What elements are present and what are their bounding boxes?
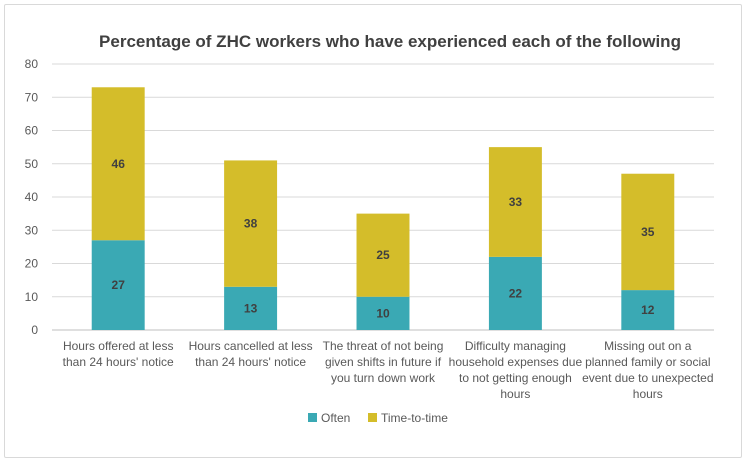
data-label: 35 bbox=[641, 225, 655, 239]
category-label: Missing out on a planned family or social… bbox=[582, 339, 713, 401]
category-label-line: given shifts in future if bbox=[325, 355, 442, 369]
y-tick-label: 80 bbox=[25, 57, 39, 71]
bar-segment bbox=[224, 160, 278, 287]
data-label: 38 bbox=[244, 217, 258, 231]
y-tick-label: 0 bbox=[31, 323, 38, 337]
bar-segment bbox=[224, 286, 278, 330]
y-tick-label: 30 bbox=[25, 223, 39, 237]
category-label: Hours cancelled at less than 24 hours' no… bbox=[189, 339, 313, 369]
category-label-line: to not getting enough bbox=[459, 371, 572, 385]
category-label-line: Hours offered at less bbox=[63, 339, 174, 353]
data-label: 46 bbox=[112, 157, 126, 171]
data-label: 13 bbox=[244, 301, 258, 315]
category-label-line: you turn down work bbox=[331, 371, 436, 385]
data-label: 12 bbox=[641, 303, 655, 317]
category-label-line: Difficulty managing bbox=[465, 339, 566, 353]
category-label-line: event due to unexpected bbox=[582, 371, 713, 385]
bar-segment bbox=[91, 240, 145, 330]
category-label-line: Hours cancelled at less bbox=[189, 339, 313, 353]
category-label: Hours offered at less than 24 hours' noti… bbox=[63, 339, 174, 369]
category-label-line: household expenses due bbox=[449, 355, 583, 369]
y-axis: 0 10 20 30 40 50 60 70 80 bbox=[25, 57, 39, 337]
legend-label: Time-to-time bbox=[381, 411, 448, 425]
data-label: 33 bbox=[509, 195, 523, 209]
y-tick-label: 70 bbox=[25, 90, 39, 104]
gridlines bbox=[52, 63, 714, 331]
chart-title: Percentage of ZHC workers who have exper… bbox=[99, 32, 681, 51]
category-label: Difficulty managing household expenses du… bbox=[449, 339, 583, 401]
y-tick-label: 60 bbox=[25, 124, 39, 138]
data-label: 27 bbox=[112, 278, 126, 292]
bar-segment bbox=[91, 87, 145, 241]
y-tick-label: 50 bbox=[25, 157, 39, 171]
y-tick-label: 20 bbox=[25, 257, 39, 271]
category-label: The threat of not being given shifts in f… bbox=[323, 339, 444, 385]
y-tick-label: 40 bbox=[25, 190, 39, 204]
category-label-line: than 24 hours' notice bbox=[63, 355, 174, 369]
data-label: 10 bbox=[376, 306, 390, 320]
bar-segment bbox=[621, 290, 675, 330]
category-label-line: planned family or social bbox=[585, 355, 710, 369]
legend-label: Often bbox=[321, 411, 350, 425]
bar-segment bbox=[621, 173, 675, 291]
category-label-line: hours bbox=[633, 387, 663, 401]
legend: Often Time-to-time bbox=[308, 411, 448, 425]
category-label-line: Missing out on a bbox=[604, 339, 692, 353]
legend-swatch bbox=[308, 413, 317, 422]
category-label-line: hours bbox=[500, 387, 530, 401]
bars: 27 46 13 38 10 25 22 33 12 35 bbox=[91, 87, 675, 330]
bar-segment bbox=[488, 147, 542, 257]
bar-segment bbox=[488, 256, 542, 330]
category-label-line: than 24 hours' notice bbox=[195, 355, 306, 369]
data-label: 22 bbox=[509, 286, 523, 300]
data-label: 25 bbox=[376, 248, 390, 262]
bar-segment bbox=[356, 213, 410, 297]
legend-swatch bbox=[368, 413, 377, 422]
category-label-line: The threat of not being bbox=[323, 339, 444, 353]
y-tick-label: 10 bbox=[25, 290, 39, 304]
bar-segment bbox=[356, 296, 410, 330]
x-axis: Hours offered at less than 24 hours' noti… bbox=[63, 339, 714, 401]
